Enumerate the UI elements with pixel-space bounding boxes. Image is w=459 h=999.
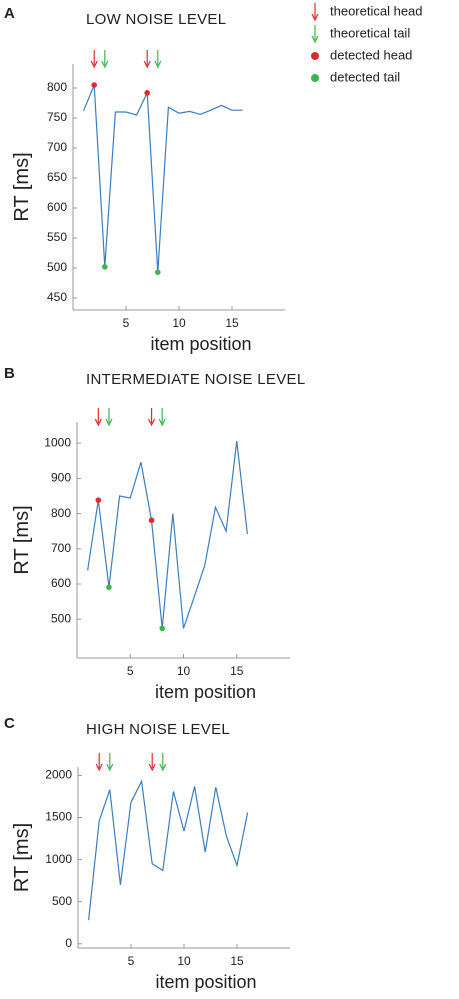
x-tick-label: 5 <box>123 316 130 330</box>
arrow <box>154 50 162 69</box>
arrow-head <box>101 60 109 69</box>
arrow <box>95 753 103 772</box>
y-tick-label: 0 <box>65 936 72 950</box>
y-tick-label: 1500 <box>45 810 72 824</box>
arrow-head <box>311 35 319 44</box>
detected-point <box>155 269 161 276</box>
y-axis-label: RT [ms] <box>11 823 33 892</box>
panel: C HIGH NOISE LEVEL 0 500 1000 1500 2000 5 10 15 RT… <box>4 715 290 992</box>
arrow <box>148 408 156 427</box>
legend-label: detected tail <box>330 69 400 84</box>
legend-label: theoretical head <box>330 3 423 18</box>
arrow-head <box>148 418 156 427</box>
y-tick-label: 700 <box>47 140 67 154</box>
y-tick-label: 600 <box>47 200 67 214</box>
arrow <box>143 50 151 69</box>
y-tick-label: 450 <box>47 290 67 304</box>
y-tick-label: 650 <box>47 170 67 184</box>
y-tick-label: 500 <box>51 611 71 625</box>
arrow-head <box>90 60 98 69</box>
arrow-head <box>154 60 162 69</box>
y-tick-label: 500 <box>52 894 72 908</box>
y-tick-label: 1000 <box>44 435 71 449</box>
arrow <box>311 25 319 44</box>
panel-letter: C <box>4 715 15 732</box>
detected-point <box>159 625 165 632</box>
panel: A LOW NOISE LEVEL 450 500 550 600 650 700 750 800… <box>4 3 423 354</box>
series-line <box>87 440 248 629</box>
x-axis-label: item position <box>150 334 251 354</box>
panel-title: LOW NOISE LEVEL <box>86 11 226 28</box>
x-axis-label: item position <box>155 682 256 702</box>
x-axis-label: item position <box>155 972 256 992</box>
arrow-head <box>105 418 113 427</box>
x-tick-label: 10 <box>172 316 186 330</box>
panel-title: HIGH NOISE LEVEL <box>86 721 230 738</box>
y-tick-label: 900 <box>51 471 71 485</box>
arrow <box>311 3 319 22</box>
detected-point <box>106 584 112 590</box>
arrow <box>159 753 167 772</box>
y-tick-label: 1000 <box>45 852 72 866</box>
arrow-head <box>158 418 166 427</box>
legend-label: detected head <box>330 47 412 62</box>
y-axis-label: RT [ms] <box>11 152 33 221</box>
arrow-head <box>95 763 103 772</box>
y-tick-label: 800 <box>51 506 71 520</box>
y-tick-label: 550 <box>47 230 67 244</box>
series-line <box>88 779 249 921</box>
legend-label: theoretical tail <box>330 25 410 40</box>
x-tick-label: 10 <box>177 954 191 968</box>
arrow-head <box>148 763 156 772</box>
arrow <box>101 50 109 69</box>
detected-point <box>102 264 108 270</box>
series-line <box>83 84 243 273</box>
x-tick-label: 5 <box>128 954 135 968</box>
arrow <box>90 50 98 69</box>
x-tick-label: 10 <box>177 664 191 678</box>
panel-letter: B <box>4 365 15 382</box>
detected-point <box>91 82 97 88</box>
y-tick-label: 800 <box>47 80 67 94</box>
x-tick-label: 15 <box>230 664 244 678</box>
x-tick-label: 15 <box>230 954 244 968</box>
y-tick-label: 600 <box>51 576 71 590</box>
y-tick-label: 750 <box>47 110 67 124</box>
detected-point <box>148 517 155 524</box>
y-tick-label: 700 <box>51 541 71 555</box>
arrow-head <box>159 763 167 772</box>
x-tick-label: 15 <box>225 316 239 330</box>
arrow-head <box>106 763 114 772</box>
legend-dot <box>311 52 319 60</box>
panel-letter: A <box>4 5 15 22</box>
arrow-head <box>311 13 319 22</box>
arrow-head <box>143 60 151 69</box>
arrow <box>158 408 166 427</box>
arrow <box>105 408 113 427</box>
arrow-head <box>94 418 102 427</box>
y-axis-label: RT [ms] <box>11 505 33 574</box>
detected-point <box>95 497 102 503</box>
panel-title: INTERMEDIATE NOISE LEVEL <box>86 371 305 388</box>
x-tick-label: 5 <box>127 664 134 678</box>
arrow <box>106 753 114 772</box>
detected-point <box>144 90 150 96</box>
arrow <box>148 753 156 772</box>
arrow <box>94 408 102 427</box>
y-tick-label: 2000 <box>45 768 72 782</box>
legend-dot <box>311 74 319 82</box>
y-tick-label: 500 <box>47 260 67 274</box>
panel: B INTERMEDIATE NOISE LEVEL 500 600 700 800 900… <box>4 365 305 702</box>
